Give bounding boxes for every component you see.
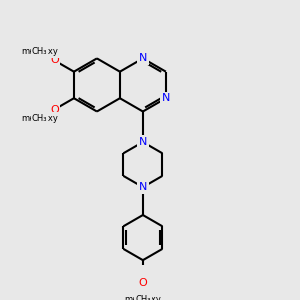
Text: methoxy: methoxy	[21, 114, 58, 123]
Text: N: N	[139, 182, 147, 192]
Text: N: N	[139, 53, 147, 63]
Text: N: N	[162, 93, 170, 103]
Text: O: O	[50, 56, 59, 65]
Text: CH₃: CH₃	[32, 114, 47, 123]
Text: O: O	[50, 104, 59, 115]
Text: methoxy: methoxy	[21, 47, 58, 56]
Text: O: O	[139, 278, 147, 288]
Text: CH₃: CH₃	[135, 296, 151, 300]
Text: methoxy: methoxy	[124, 296, 161, 300]
Text: CH₃: CH₃	[32, 47, 47, 56]
Text: N: N	[139, 137, 147, 147]
